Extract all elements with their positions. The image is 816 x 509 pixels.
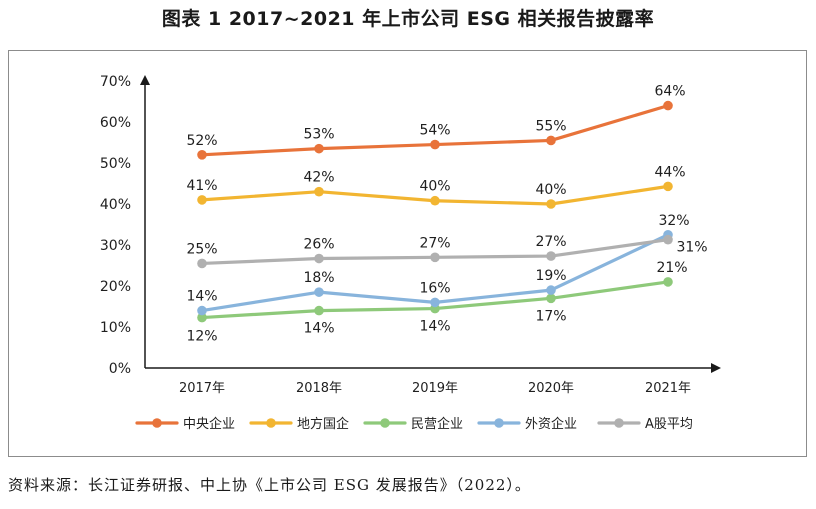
data-label: 64%	[654, 84, 685, 100]
chart-axes: 0% 10% 20% 30% 40% 50% 60% 70% 2017年 2018年 2019年 20…	[100, 74, 721, 396]
data-point	[430, 195, 440, 206]
data-label: 40%	[535, 182, 566, 198]
data-label: 16%	[419, 280, 450, 296]
data-label: 25%	[186, 241, 217, 257]
legend-label: A股平均	[645, 417, 693, 432]
data-point	[314, 143, 324, 154]
data-point	[430, 252, 440, 263]
legend-swatch-marker	[152, 418, 162, 428]
data-label: 27%	[419, 235, 450, 251]
data-point	[663, 181, 673, 192]
x-tick-label: 2018年	[296, 381, 342, 396]
data-point	[197, 195, 207, 205]
data-point	[314, 253, 324, 264]
data-point	[546, 285, 556, 295]
data-point	[197, 312, 207, 323]
data-label: 18%	[303, 270, 334, 286]
x-tick-label: 2020年	[528, 381, 574, 396]
data-label: 31%	[676, 240, 707, 256]
y-tick-label: 70%	[100, 74, 131, 90]
data-label: 14%	[186, 289, 217, 305]
data-point	[314, 305, 324, 316]
y-tick-label: 40%	[100, 197, 131, 213]
series-layer	[197, 100, 673, 323]
data-point	[546, 199, 556, 209]
data-point	[546, 135, 556, 146]
line-chart: 0% 10% 20% 30% 40% 50% 60% 70% 2017年 2018年 2019年 20…	[100, 74, 721, 432]
data-point	[546, 293, 556, 304]
data-label: 14%	[419, 319, 450, 335]
data-point	[546, 251, 556, 261]
data-label: 53%	[303, 127, 334, 143]
x-axis-arrow	[711, 363, 721, 373]
y-tick-label: 60%	[100, 115, 131, 131]
data-point	[430, 297, 440, 308]
chart-legend: 中央企业 地方国企 民营企业 外资企业 A股平均	[135, 416, 693, 432]
y-axis-arrow	[140, 75, 150, 85]
x-tick-label: 2019年	[412, 381, 458, 396]
y-tick-label: 30%	[100, 238, 131, 254]
data-label: 40%	[419, 179, 450, 195]
data-point	[314, 287, 324, 297]
data-point	[663, 100, 673, 111]
data-labels-layer: 52% 53% 54% 55% 64% 41% 42% 40% 40% 44% 12% 14% 14% 1…	[186, 84, 707, 345]
legend-label: 外资企业	[525, 416, 577, 432]
legend-label: 地方国企	[297, 416, 349, 432]
data-point	[197, 150, 207, 160]
x-tick-label: 2021年	[645, 381, 691, 396]
legend-label: 中央企业	[183, 416, 235, 432]
chart-frame: 0% 10% 20% 30% 40% 50% 60% 70% 2017年 2018年 2019年 20…	[8, 50, 807, 457]
data-label: 55%	[535, 118, 566, 134]
chart-title: 图表 1 2017~2021 年上市公司 ESG 相关报告披露率	[161, 8, 655, 30]
data-label: 27%	[535, 234, 566, 250]
data-label: 14%	[303, 321, 334, 337]
legend-swatch-marker	[380, 418, 390, 428]
data-label: 26%	[303, 237, 334, 253]
data-point	[663, 234, 673, 245]
data-point	[430, 139, 440, 150]
data-label: 54%	[419, 123, 450, 139]
y-tick-label: 50%	[100, 156, 131, 172]
source-note: 资料来源：长江证券研报、中上协《上市公司 ESG 发展报告》（2022）。	[8, 476, 531, 494]
data-point	[314, 186, 324, 197]
data-label: 12%	[186, 329, 217, 345]
data-label: 17%	[535, 308, 566, 324]
y-tick-label: 20%	[100, 279, 131, 295]
data-label: 42%	[303, 170, 334, 186]
data-label: 21%	[656, 260, 687, 276]
legend-swatch-marker	[614, 418, 624, 428]
data-label: 52%	[186, 133, 217, 149]
data-label: 32%	[658, 213, 689, 229]
data-label: 19%	[535, 268, 566, 284]
data-point	[197, 305, 207, 316]
x-tick-label: 2017年	[179, 381, 225, 396]
y-tick-label: 10%	[100, 320, 131, 336]
legend-label: 民营企业	[411, 416, 463, 432]
legend-swatch-marker	[266, 418, 276, 428]
data-point	[663, 277, 673, 287]
legend-swatch-marker	[494, 418, 504, 428]
data-label: 44%	[654, 164, 685, 180]
data-point	[197, 258, 207, 269]
data-label: 41%	[186, 178, 217, 194]
y-tick-label: 0%	[109, 361, 131, 377]
